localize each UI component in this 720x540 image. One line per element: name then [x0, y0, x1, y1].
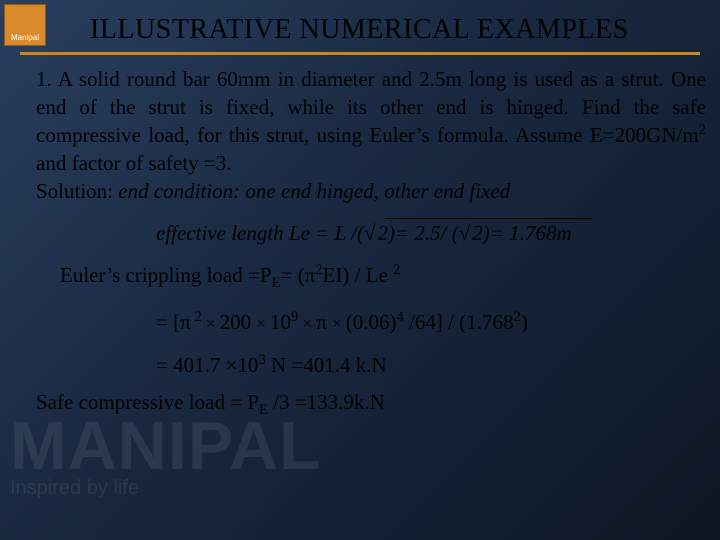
title-underline: [20, 52, 700, 55]
problem-statement: 1. A solid round bar 60mm in diameter an…: [36, 66, 706, 206]
euler-formula-line: Euler’s crippling load =PE= (π2EI) / Le …: [36, 261, 706, 294]
slide-content: 1. A solid round bar 60mm in diameter an…: [36, 66, 706, 421]
sqrt-2: 2)= 1.768m: [470, 220, 571, 248]
effective-length-line: effective length Le = L /(√ 2)= 2.5/ (√ …: [36, 220, 706, 248]
eff-prefix: effective length Le = L /(√: [156, 221, 376, 245]
watermark-tagline: Inspired by life: [10, 477, 322, 500]
problem-exp: 2: [699, 122, 706, 138]
euler-prefix: Euler’s crippling load =P: [60, 263, 272, 287]
solution-label: Solution:: [36, 179, 113, 203]
logo-badge: Manipal: [4, 4, 46, 46]
euler-exp1: 2: [315, 262, 322, 278]
euler-mid: = (π: [281, 263, 316, 287]
calc-step-2: = 401.7 ×103 N =401.4 k.N: [36, 351, 706, 380]
watermark: MANIPAL Inspired by life: [10, 407, 322, 500]
sqrt-1: 2)= 2.5/ (√: [376, 220, 471, 248]
calc-step-1: = [π 2 × 200 × 109 × π × (0.06)4 /64] / …: [36, 308, 706, 337]
logo-text: Manipal: [11, 33, 39, 42]
euler-mid2: EI) / Le: [323, 263, 394, 287]
safe-load-line: Safe compressive load = PE /3 =133.9k.N: [36, 389, 706, 421]
euler-exp2: 2: [393, 262, 400, 278]
end-condition: end condition: one end hinged, other end…: [118, 179, 510, 203]
euler-sub: E: [272, 276, 281, 292]
problem-tail: and factor of safety =3.: [36, 151, 232, 175]
problem-text: 1. A solid round bar 60mm in diameter an…: [36, 67, 706, 147]
slide-title: ILLUSTRATIVE NUMERICAL EXAMPLES: [90, 14, 700, 46]
